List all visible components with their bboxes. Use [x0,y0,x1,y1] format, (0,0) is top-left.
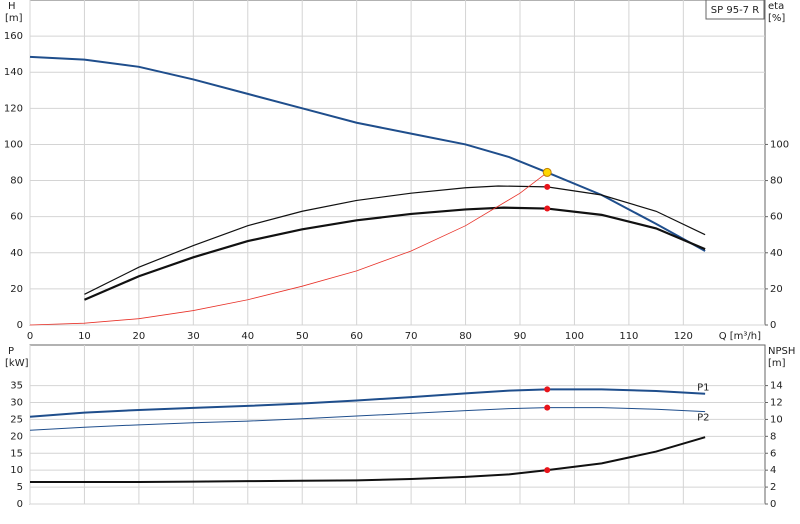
y-tick-label: 35 [10,381,23,392]
curve [29,172,548,326]
x-tick-label: 30 [187,331,200,342]
y-tick-label: 60 [10,212,23,223]
x-axis-title: Q [m³/h] [719,331,761,342]
operating-point [542,167,552,177]
curve [29,407,706,431]
curve [84,185,706,295]
y2-tick-label: 60 [770,212,783,223]
y-tick-label: 120 [4,103,23,114]
curve [30,436,706,484]
y2-tick-label: 2 [770,482,776,493]
x-tick-label: 80 [459,331,472,342]
y2-tick-label: 40 [770,248,783,259]
y-tick-label: 25 [10,414,23,425]
curve [29,388,706,418]
y2-axis-unit: [%] [768,13,785,24]
y2-tick-label: 100 [770,139,789,150]
y-tick-label: 140 [4,67,23,78]
x-tick-label: 50 [296,331,309,342]
x-tick-label: 60 [350,331,363,342]
x-tick-label: 20 [133,331,146,342]
x-tick-label: 70 [405,331,418,342]
y2-tick-label: 80 [770,176,783,187]
operating-point [544,467,551,474]
x-tick-label: 0 [27,331,33,342]
y-axis-title: P [8,346,14,357]
y2-axis-title: eta [768,1,784,12]
model-label: SP 95-7 R [711,5,759,16]
y-tick-label: 100 [4,139,23,150]
curve-label: P1 [697,383,709,394]
y-tick-label: 0 [17,499,23,510]
y2-tick-label: 8 [770,431,776,442]
x-tick-label: 120 [674,331,693,342]
x-tick-label: 40 [241,331,254,342]
y-tick-label: 10 [10,465,23,476]
y-tick-label: 0 [17,320,23,331]
curve [84,206,706,301]
y-axis-unit: [m] [5,13,23,24]
curve [29,55,706,252]
y2-tick-label: 10 [770,414,783,425]
x-tick-label: 110 [619,331,638,342]
y-tick-label: 40 [10,248,23,259]
y-tick-label: 30 [10,398,23,409]
y-axis-title: H [8,1,16,12]
y-tick-label: 15 [10,448,23,459]
y-tick-label: 20 [10,431,23,442]
y-tick-label: 160 [4,31,23,42]
y-tick-label: 5 [17,482,23,493]
y2-tick-label: 14 [770,381,783,392]
y2-tick-label: 12 [770,398,783,409]
x-tick-label: 10 [78,331,91,342]
y-axis-unit: [kW] [5,358,29,369]
y2-axis-unit: [m] [768,358,786,369]
operating-point [544,205,551,212]
y2-tick-label: 4 [770,465,776,476]
model-label-box [705,0,765,20]
x-tick-label: 90 [514,331,527,342]
x-tick-label: 100 [565,331,584,342]
curve-label: P2 [697,413,709,424]
y2-tick-label: 0 [770,499,776,510]
y-tick-label: 20 [10,284,23,295]
y2-axis-title: NPSH [768,346,795,357]
operating-point [544,404,551,411]
y2-tick-label: 6 [770,448,776,459]
y2-tick-label: 20 [770,284,783,295]
operating-point [544,386,551,393]
y-tick-label: 80 [10,176,23,187]
operating-point [544,183,551,190]
y2-tick-label: 0 [770,320,776,331]
